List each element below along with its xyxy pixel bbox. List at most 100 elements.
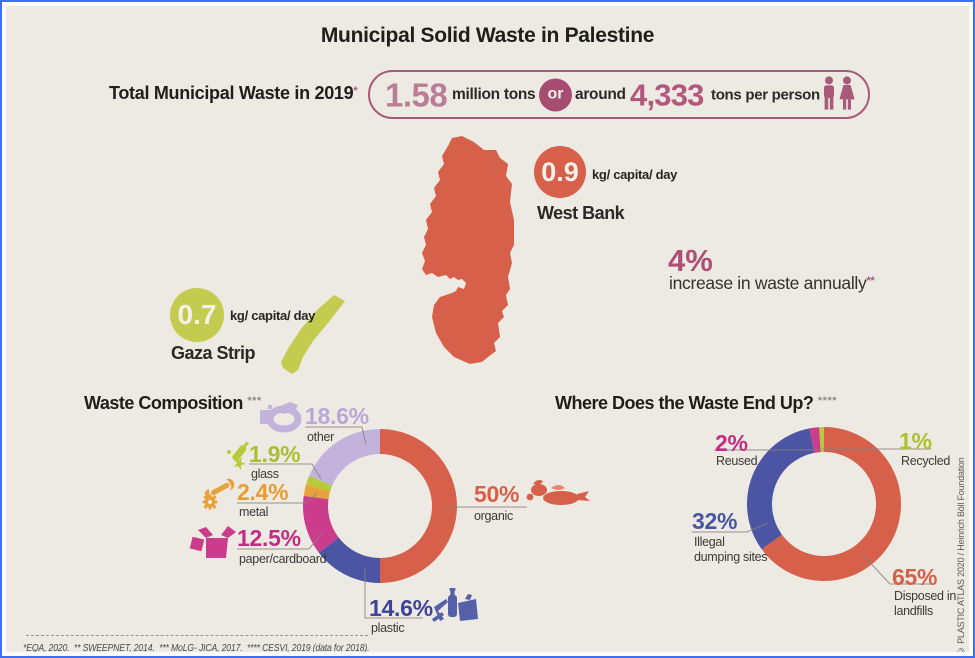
- donut-segment-plastic: [318, 537, 380, 583]
- annual-increase-footnote-marker: **: [866, 275, 875, 287]
- waste-destination-donut: [747, 427, 902, 582]
- metal-waste-icon-part-part: [211, 482, 230, 496]
- organic-waste-icon-part-part: [543, 491, 579, 505]
- metal-waste-icon-part-part: [204, 488, 215, 500]
- donut-segment-disposed-in-landfills: [761, 427, 902, 582]
- organic-waste-icon: [526, 480, 590, 505]
- paper-value: 12.5%: [237, 525, 301, 551]
- plastic-waste-icon-part-part: [450, 590, 455, 596]
- organic-waste-icon-part-part: [533, 480, 543, 485]
- other-value: 18.6%: [305, 403, 369, 429]
- man-woman-icon-part-part: [829, 95, 834, 110]
- composition-footnote-marker: ***: [247, 395, 262, 407]
- infographic-canvas: Municipal Solid Waste in Palestine Total…: [4, 4, 971, 654]
- man-woman-icon-part-part: [847, 98, 851, 110]
- plastic-label: plastic: [371, 621, 405, 635]
- plastic-waste-icon-part: [432, 588, 478, 622]
- donut-segment-glass: [306, 475, 333, 492]
- west-bank-rate-value: 0.9: [541, 156, 579, 187]
- reused-label: Reused: [716, 454, 758, 468]
- metal-waste-icon-part-part: [226, 478, 235, 491]
- glass-waste-icon-part: [227, 450, 231, 454]
- man-woman-icon-part: [824, 75, 855, 110]
- or-badge: or: [539, 78, 572, 111]
- paper-cardboard-waste-icon-part: [221, 526, 236, 538]
- west-bank-map-shape: [422, 136, 514, 364]
- million-tons-unit: million tons: [452, 85, 536, 103]
- paper-label: paper/cardboard: [239, 552, 327, 566]
- metal-waste-icon-part: [202, 494, 218, 510]
- other-waste-icon-part: [260, 410, 272, 424]
- total-waste-stat-pill: 1.58 million tons or around 4,333 tons p…: [368, 70, 870, 119]
- destination-title-text: Where Does the Waste End Up?: [555, 393, 814, 413]
- organic-label: organic: [474, 509, 513, 523]
- destination-footnote-marker: ****: [817, 395, 838, 407]
- tons-per-person-unit: tons per person: [711, 86, 820, 103]
- footnote-divider: [26, 635, 368, 636]
- donut-segment-metal: [303, 484, 331, 500]
- man-woman-icon-part-part: [824, 84, 834, 98]
- glass-waste-icon-part: [232, 441, 249, 462]
- paper-cardboard-waste-icon: [189, 526, 236, 558]
- gaza-rate-value: 0.7: [177, 299, 217, 330]
- organic-waste-icon-part-part: [526, 493, 534, 501]
- paper-cardboard-waste-icon-part: [198, 527, 213, 538]
- gaza-rate-unit: kg/ capita/ day: [230, 308, 316, 323]
- annual-increase-label: increase in waste annually**: [669, 273, 875, 294]
- footnote: *EQA, 2020. ** SWEEPNET, 2014. *** MoLG-…: [23, 643, 370, 654]
- man-woman-icon-part-part: [843, 75, 851, 84]
- illegal-dumping-value: 32%: [692, 508, 738, 534]
- glass-label: glass: [251, 467, 279, 481]
- total-waste-footnote-marker: *: [353, 85, 358, 97]
- metal-waste-icon-part-part: [212, 504, 217, 510]
- other-waste-icon-part: [276, 402, 298, 414]
- donut-segment-reused: [809, 427, 821, 453]
- west-bank-rate-unit: kg/ capita/ day: [592, 167, 678, 182]
- metal-waste-icon-part-part: [208, 494, 212, 498]
- glass-waste-icon: [227, 441, 249, 470]
- page-title: Municipal Solid Waste in Palestine: [320, 24, 655, 47]
- metal-waste-icon-part-part: [202, 500, 206, 504]
- metal-waste-icon-part-part: [208, 500, 212, 504]
- man-woman-icon-part-part: [843, 98, 847, 110]
- donut-segment-illegal-dumping-sites: [747, 428, 815, 550]
- man-woman-icon-part-part: [839, 84, 855, 99]
- metal-waste-icon-part-part: [214, 500, 218, 504]
- glass-value: 1.9%: [249, 441, 301, 467]
- organic-waste-icon-part-part: [531, 484, 547, 496]
- landfills-value: 65%: [892, 564, 938, 590]
- annual-increase-label-text: increase in waste annually: [669, 273, 867, 293]
- paper-cardboard-waste-icon-part: [206, 538, 228, 558]
- other-waste-icon-part: [267, 404, 273, 410]
- man-woman-icon-part-part: [825, 75, 833, 84]
- gaza-rate-badge: 0.7: [170, 288, 224, 342]
- metal-waste-icon-part-part: [203, 504, 208, 510]
- attribution: © PLASTIC ATLAS 2020 / Heinrich Böll Fou…: [956, 457, 966, 654]
- other-label: other: [307, 430, 334, 444]
- plastic-waste-icon-part-part: [434, 599, 448, 621]
- recycled-value: 1%: [899, 428, 932, 454]
- million-tons-value: 1.58: [385, 76, 448, 113]
- donut-segment-recycled: [819, 427, 824, 453]
- west-bank-name: West Bank: [537, 203, 625, 223]
- other-waste-icon: [260, 402, 302, 433]
- organic-waste-icon-part: [551, 485, 565, 490]
- metal-waste-icon-part-part: [208, 506, 212, 510]
- man-woman-icon-part-part: [824, 95, 829, 110]
- other-waste-icon-part: [266, 405, 302, 433]
- man-woman-icon: [824, 75, 855, 110]
- metal-value: 2.4%: [237, 479, 289, 505]
- metal-waste-icon-part-part: [212, 494, 217, 500]
- gaza-strip-map-shape: [281, 295, 345, 374]
- recycled-label: Recycled: [901, 454, 951, 468]
- destination-section-title: Where Does the Waste End Up? ****: [555, 393, 837, 414]
- total-waste-label: Total Municipal Waste in 2019*: [109, 83, 358, 104]
- organic-value: 50%: [474, 481, 520, 507]
- glass-waste-icon-part-part: [232, 445, 247, 462]
- paper-cardboard-waste-icon-part: [189, 536, 205, 552]
- gaza-name: Gaza Strip: [171, 343, 256, 363]
- plastic-value: 14.6%: [369, 595, 433, 621]
- organic-waste-icon-part: [526, 480, 590, 505]
- plastic-waste-icon-part-part: [449, 588, 456, 591]
